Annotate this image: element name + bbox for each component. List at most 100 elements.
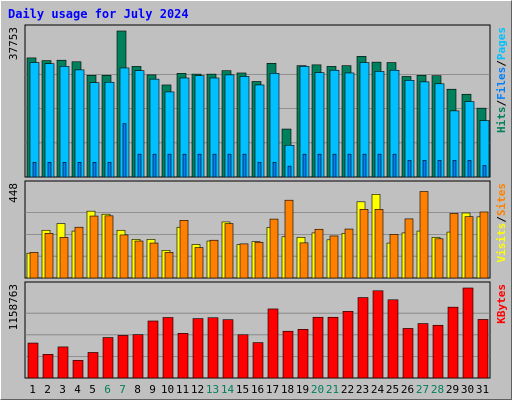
kbytes-bar-body <box>447 306 459 379</box>
sites-bar <box>404 218 414 279</box>
chart-title: Daily usage for July 2024 <box>8 7 189 21</box>
kbytes-bar <box>252 342 264 379</box>
sites-bar <box>59 237 69 279</box>
day-bars <box>416 191 429 279</box>
day-bars <box>206 239 219 279</box>
day-bars <box>87 352 99 379</box>
sites-bar <box>419 191 429 279</box>
kbytes-bar-body <box>222 319 234 379</box>
day-bars <box>192 318 204 379</box>
day-bars <box>312 316 324 379</box>
files-bar <box>77 162 82 178</box>
files-bar <box>482 165 487 178</box>
files-bar <box>302 153 307 178</box>
kbytes-bar-body <box>72 360 84 379</box>
pages-bar-body <box>44 63 55 178</box>
sites-bar <box>269 218 279 279</box>
sites-bar <box>299 242 309 279</box>
kbytes-bar <box>42 354 54 379</box>
kbytes-bar <box>162 317 174 379</box>
kbytes-bar <box>402 328 414 379</box>
day-bars <box>236 72 250 178</box>
files-bar-body <box>242 153 247 178</box>
day-bars <box>371 61 385 178</box>
pages-bar <box>269 73 280 178</box>
sites-bar-body <box>389 234 399 279</box>
day-bars <box>41 60 55 178</box>
files-bar <box>287 165 292 178</box>
day-labels: 1 2 3 4 5 6 7 8 9 10 11 12 13 14 15 16 17 18 19 20 21 22 23 24 2… <box>29 383 489 396</box>
day-bars <box>102 337 114 379</box>
files-bar-body <box>122 123 127 178</box>
sites-bar-body <box>179 220 189 279</box>
kbytes-bar-body <box>402 328 414 379</box>
day-bars <box>252 342 264 379</box>
day-bars <box>146 74 160 178</box>
pages-bar-body <box>269 73 280 178</box>
kbytes-bar <box>117 335 129 379</box>
day-bars <box>131 66 145 178</box>
files-bar-body <box>32 162 37 178</box>
kbytes-bar <box>72 360 84 379</box>
files-bar <box>392 153 397 178</box>
files-bar-body <box>47 162 52 178</box>
kbytes-bar-body <box>372 290 384 379</box>
files-bar <box>347 153 352 178</box>
day-bars <box>296 237 309 279</box>
day-bars <box>372 290 384 379</box>
panel-kbytes: 1158763 KBytes <box>7 281 508 379</box>
sites-bar-body <box>299 242 309 279</box>
ymax-label: 1158763 <box>7 284 20 330</box>
panel-visits-sites: 448 Visits/Sites <box>7 180 508 279</box>
kbytes-bar-body <box>192 318 204 379</box>
day-bars <box>251 81 265 178</box>
day-bars <box>431 237 444 279</box>
kbytes-bar-body <box>342 311 354 379</box>
day-bars <box>386 62 400 178</box>
day-bars <box>221 221 234 279</box>
day-bars <box>117 335 129 379</box>
day-bars <box>132 334 144 379</box>
files-bar-body <box>317 153 322 178</box>
pages-bar <box>74 69 85 178</box>
files-bar <box>122 123 127 178</box>
files-bar-body <box>407 160 412 178</box>
files-bar-body <box>302 153 307 178</box>
kbytes-bar-body <box>477 319 489 379</box>
day-bars <box>416 74 430 178</box>
sites-bar <box>29 252 39 279</box>
day-bars <box>477 319 489 379</box>
sites-bar-body <box>119 234 129 279</box>
day-bars <box>71 61 85 178</box>
sites-bar-body <box>224 223 234 279</box>
day-label: 8 <box>134 383 141 396</box>
kbytes-bar <box>267 308 279 379</box>
kbytes-bar <box>192 318 204 379</box>
files-bar-body <box>467 160 472 178</box>
files-bar-body <box>482 165 487 178</box>
kbytes-bar <box>477 319 489 379</box>
files-bar <box>467 160 472 178</box>
kbytes-bar <box>207 317 219 379</box>
day-bars <box>341 65 355 178</box>
day-bars <box>401 218 414 279</box>
sites-bar <box>344 228 354 279</box>
sites-bar <box>359 209 369 279</box>
day-bars <box>161 84 175 178</box>
kbytes-bar <box>282 330 294 379</box>
sites-bar <box>74 226 84 279</box>
legend-item: Files <box>495 67 508 100</box>
day-bars <box>191 244 204 279</box>
kbytes-bar-body <box>252 342 264 379</box>
day-bars <box>86 74 100 178</box>
sites-bar-body <box>74 226 84 279</box>
kbytes-bar-body <box>162 317 174 379</box>
day-label: 15 <box>236 383 249 396</box>
day-bars <box>401 76 415 178</box>
kbytes-bar <box>342 311 354 379</box>
files-bar <box>152 153 157 178</box>
day-label: 22 <box>341 383 354 396</box>
day-bars <box>446 88 460 178</box>
kbytes-bar-body <box>462 287 474 379</box>
files-bar <box>257 162 262 178</box>
